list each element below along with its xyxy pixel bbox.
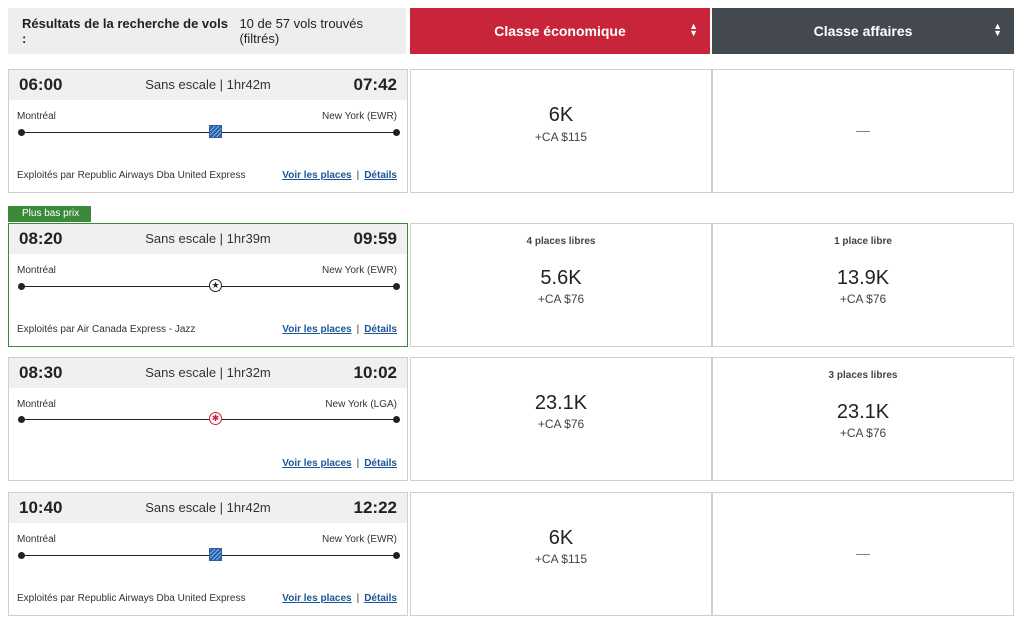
departure-time: 08:20 bbox=[19, 229, 63, 248]
fare-unavailable: — bbox=[856, 122, 870, 138]
stops-duration: Sans escale | 1hr32m bbox=[145, 365, 271, 380]
economy-fare-cell[interactable]: 4 places libres 5.6K +CA $76 bbox=[410, 223, 712, 347]
tab-business-label: Classe affaires bbox=[813, 23, 913, 39]
tab-economy-class[interactable]: Classe économique ▲ ▼ bbox=[410, 8, 710, 54]
fare-cash: +CA $115 bbox=[534, 130, 588, 144]
seats-available: 1 place libre bbox=[834, 236, 892, 247]
flight-time-bar: 06:00 Sans escale | 1hr42m 07:42 bbox=[9, 70, 407, 100]
route-line: ★ bbox=[18, 279, 400, 292]
route-line: ✱ bbox=[18, 412, 400, 425]
operator-text: Exploités par Republic Airways Dba Unite… bbox=[17, 170, 246, 181]
view-seats-link[interactable]: Voir les places bbox=[282, 458, 352, 469]
destination-city: New York (EWR) bbox=[321, 534, 397, 545]
route-line bbox=[18, 548, 400, 561]
fare-cash: +CA $76 bbox=[537, 292, 585, 306]
details-link[interactable]: Détails bbox=[364, 458, 397, 469]
flight-links: Voir les places | Détails bbox=[282, 458, 397, 469]
fare-points: 23.1K bbox=[836, 401, 890, 423]
departure-time: 06:00 bbox=[19, 75, 63, 94]
flight-card: 08:20 Sans escale | 1hr39m 09:59 Montréa… bbox=[8, 223, 408, 347]
view-seats-link[interactable]: Voir les places bbox=[282, 324, 352, 335]
arrival-time: 09:59 bbox=[353, 229, 397, 248]
arrival-time: 12:22 bbox=[353, 498, 397, 517]
economy-fare-cell[interactable]: 23.1K +CA $76 bbox=[410, 357, 712, 481]
fare-points: 13.9K bbox=[836, 267, 890, 289]
flight-links: Voir les places | Détails bbox=[282, 170, 397, 181]
flight-links: Voir les places | Détails bbox=[282, 324, 397, 335]
tab-business-class[interactable]: Classe affaires ▲ ▼ bbox=[712, 8, 1014, 54]
flight-card: 10:40 Sans escale | 1hr42m 12:22 Montréa… bbox=[8, 492, 408, 616]
destination-city: New York (EWR) bbox=[321, 111, 397, 122]
flight-links: Voir les places | Détails bbox=[282, 593, 397, 604]
details-link[interactable]: Détails bbox=[364, 324, 397, 335]
details-link[interactable]: Détails bbox=[364, 593, 397, 604]
business-fare-cell: — bbox=[712, 492, 1014, 616]
arrival-time: 07:42 bbox=[353, 75, 397, 94]
united-express-icon bbox=[209, 125, 222, 138]
flight-time-bar: 08:20 Sans escale | 1hr39m 09:59 bbox=[9, 224, 407, 254]
departure-time: 08:30 bbox=[19, 363, 63, 382]
fare-points: 6K bbox=[548, 104, 574, 126]
destination-city: New York (LGA) bbox=[325, 399, 397, 410]
stops-duration: Sans escale | 1hr42m bbox=[145, 500, 271, 515]
flight-time-bar: 10:40 Sans escale | 1hr42m 12:22 bbox=[9, 493, 407, 523]
operator-text: Exploités par Republic Airways Dba Unite… bbox=[17, 593, 246, 604]
flight-time-bar: 08:30 Sans escale | 1hr32m 10:02 bbox=[9, 358, 407, 388]
air-canada-maple-leaf-icon: ✱ bbox=[209, 412, 222, 425]
fare-cash: +CA $115 bbox=[534, 552, 588, 566]
operator-text: Exploités par Air Canada Express - Jazz bbox=[17, 324, 196, 335]
air-canada-express-jazz-icon: ★ bbox=[209, 279, 222, 292]
business-fare-cell[interactable]: 3 places libres 23.1K +CA $76 bbox=[712, 357, 1014, 481]
results-count: 10 de 57 vols trouvés (filtrés) bbox=[239, 16, 364, 46]
flight-card: 06:00 Sans escale | 1hr42m 07:42 Montréa… bbox=[8, 69, 408, 193]
fare-cash: +CA $76 bbox=[839, 426, 887, 440]
fare-points: 23.1K bbox=[534, 392, 588, 414]
fare-unavailable: — bbox=[856, 545, 870, 561]
economy-fare-cell[interactable]: 6K +CA $115 bbox=[410, 492, 712, 616]
best-price-badge: Plus bas prix bbox=[8, 206, 92, 222]
origin-city: Montréal bbox=[17, 111, 56, 122]
view-seats-link[interactable]: Voir les places bbox=[282, 593, 352, 604]
origin-city: Montréal bbox=[17, 399, 56, 410]
fare-points: 6K bbox=[548, 527, 574, 549]
route-line bbox=[18, 125, 400, 138]
economy-fare-cell[interactable]: 6K +CA $115 bbox=[410, 69, 712, 193]
fare-cash: +CA $76 bbox=[537, 417, 585, 431]
flight-card: 08:30 Sans escale | 1hr32m 10:02 Montréa… bbox=[8, 357, 408, 481]
view-seats-link[interactable]: Voir les places bbox=[282, 170, 352, 181]
stops-duration: Sans escale | 1hr42m bbox=[145, 77, 271, 92]
seats-available: 3 places libres bbox=[828, 370, 898, 381]
origin-city: Montréal bbox=[17, 534, 56, 545]
results-label: Résultats de la recherche de vols : bbox=[22, 16, 228, 46]
arrival-time: 10:02 bbox=[353, 363, 397, 382]
fare-cash: +CA $76 bbox=[839, 292, 887, 306]
sort-icon[interactable]: ▲ ▼ bbox=[689, 21, 698, 38]
business-fare-cell[interactable]: 1 place libre 13.9K +CA $76 bbox=[712, 223, 1014, 347]
united-express-icon bbox=[209, 548, 222, 561]
stops-duration: Sans escale | 1hr39m bbox=[145, 231, 271, 246]
business-fare-cell: — bbox=[712, 69, 1014, 193]
sort-icon[interactable]: ▲ ▼ bbox=[993, 21, 1002, 38]
fare-points: 5.6K bbox=[540, 267, 582, 289]
origin-city: Montréal bbox=[17, 265, 56, 276]
departure-time: 10:40 bbox=[19, 498, 63, 517]
destination-city: New York (EWR) bbox=[321, 265, 397, 276]
details-link[interactable]: Détails bbox=[364, 170, 397, 181]
seats-available: 4 places libres bbox=[526, 236, 596, 247]
tab-economy-label: Classe économique bbox=[494, 23, 626, 39]
results-summary: Résultats de la recherche de vols : 10 d… bbox=[8, 8, 406, 54]
